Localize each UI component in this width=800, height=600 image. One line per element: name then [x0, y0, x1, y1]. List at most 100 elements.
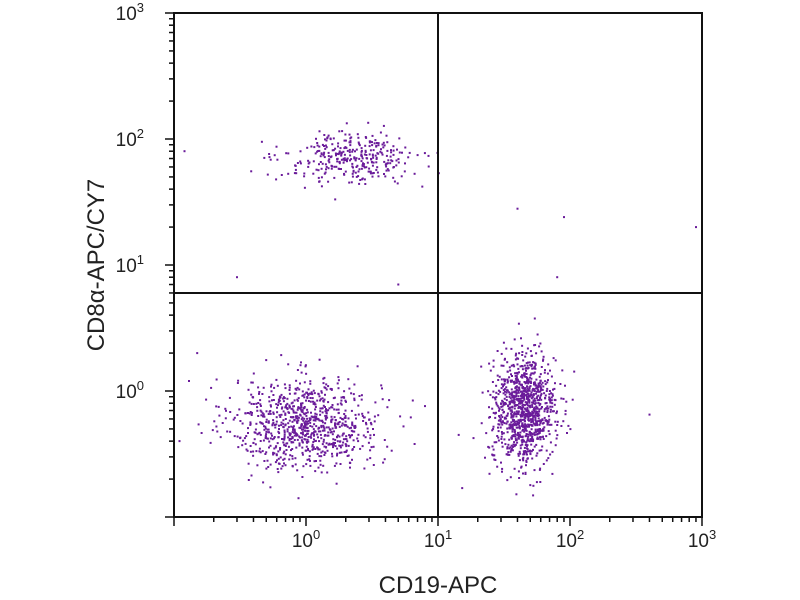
data-point-pop1	[361, 445, 364, 448]
data-point-pop2	[519, 420, 522, 423]
data-point-pop3	[392, 145, 395, 148]
data-point-pop1	[268, 410, 271, 413]
data-point-pop1	[255, 422, 258, 425]
data-point-pop1	[322, 464, 325, 467]
data-point-pop1	[296, 408, 299, 411]
data-point-pop1	[294, 457, 297, 460]
data-point-pop2	[516, 412, 519, 414]
data-point-pop3	[356, 164, 359, 167]
data-point-pop1	[337, 411, 340, 414]
data-point-pop3	[338, 130, 341, 133]
data-point-pop2	[503, 378, 505, 381]
data-point-pop1	[292, 409, 295, 412]
data-point-pop2	[541, 419, 544, 422]
data-point-pop2	[532, 422, 535, 425]
data-point-pop2	[504, 378, 507, 381]
data-point-pop1	[270, 390, 273, 393]
data-point-pop1	[301, 416, 304, 419]
data-point-pop1	[345, 435, 348, 438]
data-point-pop3	[353, 156, 356, 159]
data-point-pop2	[529, 406, 532, 409]
data-point-pop1	[350, 409, 353, 412]
data-point-pop2	[525, 376, 528, 378]
data-point-pop3	[368, 167, 371, 170]
data-point-pop2	[527, 361, 529, 364]
data-point-pop2	[535, 481, 538, 484]
data-point-pop2	[520, 397, 523, 400]
data-point-pop3	[345, 122, 348, 125]
data-point-pop1	[264, 434, 267, 437]
data-point-pop2	[518, 425, 521, 428]
data-point-pop2	[544, 383, 547, 386]
data-point-pop1	[339, 440, 342, 443]
data-point-pop2	[564, 384, 566, 387]
data-point-pop1	[324, 434, 327, 436]
data-point-pop2	[526, 389, 529, 392]
data-point-pop2	[524, 390, 527, 393]
data-point-pop1	[351, 423, 354, 426]
data-point-pop1	[345, 438, 348, 441]
data-point-pop1	[293, 405, 295, 408]
data-point-pop2	[495, 391, 498, 394]
data-point-pop2	[519, 447, 522, 450]
data-point-pop1	[360, 394, 363, 397]
data-point-pop1	[295, 415, 298, 418]
data-point-pop3	[318, 149, 321, 152]
data-point-pop3	[312, 172, 315, 175]
data-point-pop3	[319, 161, 322, 163]
data-point-pop2	[496, 435, 499, 437]
data-point-sparse	[695, 226, 697, 229]
data-point-pop1	[276, 442, 279, 445]
data-point-pop3	[398, 151, 401, 154]
data-point-pop2	[526, 413, 529, 415]
data-point-pop1	[278, 428, 280, 430]
data-point-pop1	[306, 432, 309, 435]
data-point-pop2	[533, 445, 536, 448]
data-point-pop1	[299, 427, 302, 430]
data-point-pop2	[497, 436, 500, 439]
data-point-pop1	[287, 426, 290, 429]
data-point-pop3	[320, 167, 323, 170]
data-point-pop2	[535, 420, 538, 423]
data-point-pop2	[508, 400, 511, 403]
data-point-pop1	[277, 471, 280, 474]
data-point-pop2	[546, 409, 549, 412]
data-point-pop3	[336, 152, 339, 155]
data-point-pop2	[537, 386, 540, 389]
data-point-pop1	[300, 423, 303, 426]
data-point-pop2	[497, 439, 500, 442]
data-point-pop2	[501, 470, 503, 473]
data-point-pop3	[404, 146, 407, 149]
data-point-pop2	[539, 385, 542, 388]
data-point-pop2	[538, 375, 541, 378]
data-point-pop1	[343, 424, 346, 427]
data-point-pop1	[309, 435, 312, 438]
data-point-pop1	[292, 441, 295, 444]
data-point-pop1	[369, 437, 372, 440]
data-point-pop1	[305, 372, 308, 375]
data-point-pop2	[525, 445, 528, 447]
data-point-pop1	[238, 408, 241, 411]
data-point-pop3	[324, 144, 327, 147]
data-point-pop2	[519, 435, 522, 438]
data-point-pop2	[518, 422, 521, 424]
data-point-pop2	[526, 448, 529, 451]
data-point-pop3	[369, 170, 372, 173]
data-point-pop2	[521, 391, 524, 394]
data-point-pop2	[491, 396, 494, 399]
data-point-pop1	[302, 433, 304, 436]
data-point-pop1	[370, 446, 373, 449]
data-point-pop1	[328, 428, 331, 431]
data-point-pop1	[309, 464, 312, 467]
data-point-pop1	[310, 436, 313, 439]
data-point-pop1	[288, 384, 291, 387]
data-point-pop1	[306, 441, 309, 444]
data-point-pop2	[505, 399, 508, 402]
data-point-pop2	[526, 385, 528, 388]
data-point-pop2	[515, 493, 518, 496]
data-point-pop1	[283, 433, 286, 436]
data-point-pop2	[539, 481, 542, 483]
data-point-pop2	[533, 406, 536, 409]
data-point-pop2	[549, 369, 551, 372]
data-point-pop3	[380, 148, 382, 151]
